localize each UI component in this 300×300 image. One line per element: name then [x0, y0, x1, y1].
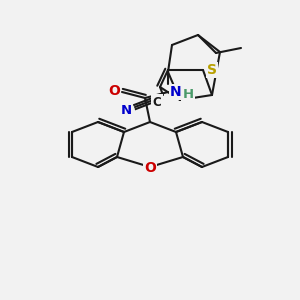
Text: O: O — [144, 161, 156, 175]
Text: O: O — [108, 84, 120, 98]
Text: N: N — [120, 103, 132, 116]
Text: S: S — [207, 63, 217, 77]
Text: H: H — [182, 88, 194, 101]
Text: N: N — [170, 85, 182, 99]
Text: C: C — [153, 95, 161, 109]
